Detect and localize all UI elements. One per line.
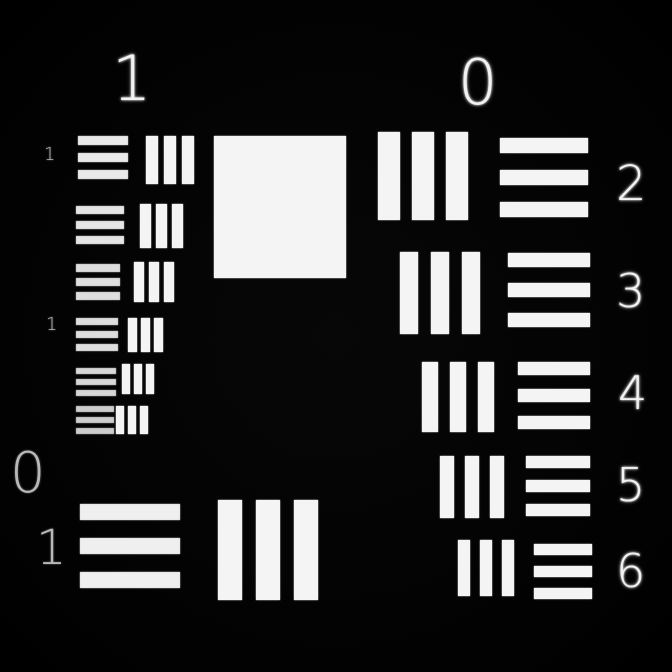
g1-e5-h1 <box>76 379 116 385</box>
group-label-0: 0 <box>458 46 498 119</box>
g1-e4-v0 <box>128 318 137 352</box>
g1-e3-h0 <box>76 264 120 272</box>
g0-e2-v2 <box>462 252 480 334</box>
element-label-2: 2 <box>616 156 647 212</box>
g0-e4-v1 <box>465 456 479 518</box>
g1-e2-h1 <box>76 221 124 229</box>
element-label-4: 4 <box>618 366 648 420</box>
g0-lower-v0 <box>218 500 242 600</box>
g0-e3-h2 <box>518 416 590 429</box>
g0-e5-v1 <box>480 540 492 596</box>
g0-e5-v0 <box>458 540 470 596</box>
g1-e5-v1 <box>134 364 142 394</box>
g0-e1-v2 <box>446 132 468 220</box>
g1-e2-v2 <box>172 204 183 248</box>
g0-e3-h1 <box>518 389 590 402</box>
g0-lower-h2 <box>80 572 180 588</box>
g1-e1-h2 <box>78 170 128 179</box>
g1-e3-v0 <box>134 262 144 302</box>
g0-e1-h2 <box>500 202 588 217</box>
g0-e4-v2 <box>490 456 504 518</box>
g0-e2-v1 <box>431 252 449 334</box>
g1-e2-v1 <box>156 204 167 248</box>
g1-e6-h0 <box>76 406 114 412</box>
g0-lower-v2 <box>294 500 318 600</box>
g0-e5-h2 <box>534 588 592 599</box>
g0-e1-h0 <box>500 138 588 153</box>
g1-e5-h0 <box>76 368 116 374</box>
g0-e4-h0 <box>526 456 590 468</box>
g1-e1-h1 <box>78 153 128 162</box>
g1-e2-h0 <box>76 206 124 214</box>
g1-e4-h0 <box>76 318 118 325</box>
g0-e4-v0 <box>440 456 454 518</box>
g0-e3-h0 <box>518 362 590 375</box>
g0-e3-v1 <box>450 362 466 432</box>
g1-e4-h2 <box>76 344 118 351</box>
g1-e5-v0 <box>122 364 130 394</box>
g0-e1-v1 <box>412 132 434 220</box>
g1-e3-v2 <box>164 262 174 302</box>
g0-e5-h1 <box>534 566 592 577</box>
g1-e6-v0 <box>116 406 124 434</box>
g0-e1-v0 <box>378 132 400 220</box>
g1-e4-v1 <box>141 318 150 352</box>
g0-e1-h1 <box>500 170 588 185</box>
g0-lower-v1 <box>256 500 280 600</box>
g1-e6-h1 <box>76 417 114 423</box>
g1-e2-v0 <box>140 204 151 248</box>
element-label-5: 5 <box>616 458 646 512</box>
g1-e6-h2 <box>76 428 114 434</box>
group-label-1-lower: 1 <box>36 520 67 576</box>
small-label-1b: 1 <box>46 314 58 335</box>
g1-e1-v0 <box>146 136 158 184</box>
g1-e1-v2 <box>182 136 194 184</box>
g1-e1-h0 <box>78 136 128 145</box>
g1-e4-h1 <box>76 331 118 338</box>
group-label-0-lower: 0 <box>10 441 46 506</box>
g0-e2-h2 <box>508 313 590 327</box>
g1-e3-h2 <box>76 292 120 300</box>
square-patch <box>214 136 346 278</box>
group-label-1: 1 <box>112 42 152 115</box>
g0-e2-v0 <box>400 252 418 334</box>
g1-e5-v2 <box>146 364 154 394</box>
g1-e6-v1 <box>128 406 136 434</box>
g0-e3-v2 <box>478 362 494 432</box>
g0-lower-h1 <box>80 538 180 554</box>
small-label-1a: 1 <box>44 144 56 165</box>
g1-e3-v1 <box>149 262 159 302</box>
element-label-3: 3 <box>616 264 646 318</box>
g1-e6-v2 <box>140 406 148 434</box>
g0-e4-h1 <box>526 480 590 492</box>
g0-e5-v2 <box>502 540 514 596</box>
g0-e5-h0 <box>534 544 592 555</box>
g1-e5-h2 <box>76 390 116 396</box>
element-label-6: 6 <box>616 544 646 598</box>
g1-e1-v1 <box>164 136 176 184</box>
g0-e4-h2 <box>526 504 590 516</box>
g1-e3-h1 <box>76 278 120 286</box>
g0-e2-h0 <box>508 253 590 267</box>
g0-e2-h1 <box>508 283 590 297</box>
g1-e4-v2 <box>154 318 163 352</box>
g0-e3-v0 <box>422 362 438 432</box>
g1-e2-h2 <box>76 236 124 244</box>
g0-lower-h0 <box>80 504 180 520</box>
